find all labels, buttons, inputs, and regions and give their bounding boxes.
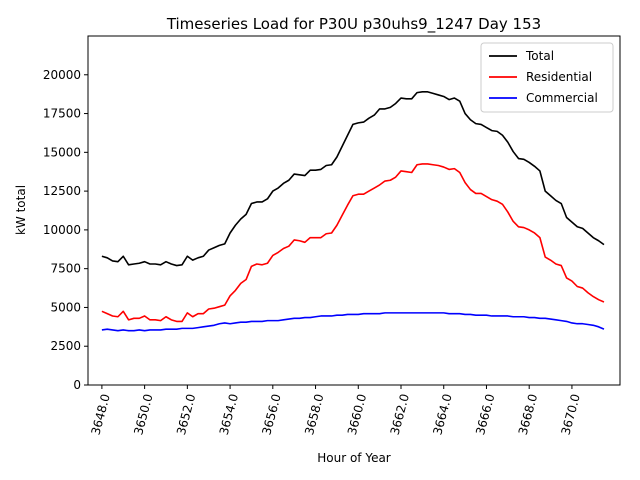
legend-frame	[480, 42, 614, 113]
chart-title: Timeseries Load for P30U p30uhs9_1247 Da…	[166, 15, 541, 34]
legend: Total Residential Commercial	[480, 42, 614, 113]
y-tick-label: 17500	[43, 107, 81, 121]
legend-label-total: Total	[525, 49, 554, 63]
y-tick-label: 0	[73, 378, 81, 392]
y-tick-label: 7500	[50, 262, 81, 276]
series-lines	[101, 91, 605, 332]
x-axis-label: Hour of Year	[317, 451, 391, 465]
legend-label-commercial: Commercial	[526, 91, 598, 105]
y-tick-label: 15000	[43, 145, 81, 159]
y-tick-label: 5000	[50, 300, 81, 314]
series-line-total	[101, 91, 605, 267]
series-line-commercial	[101, 312, 605, 332]
y-axis-label: kW total	[14, 185, 28, 235]
series-line-residential	[101, 163, 605, 323]
legend-label-residential: Residential	[526, 70, 592, 84]
y-tick-label: 10000	[43, 223, 81, 237]
y-tick-label: 12500	[43, 184, 81, 198]
y-tick-label: 20000	[43, 68, 81, 82]
y-tick-label: 2500	[50, 339, 81, 353]
y-axis: 0 2500 5000 7500 10000 12500 15000 17500 20000	[43, 68, 88, 392]
